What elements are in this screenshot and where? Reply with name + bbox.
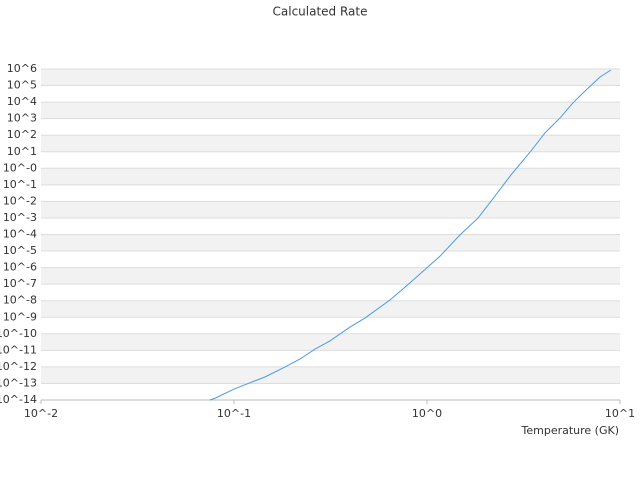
grid-band xyxy=(41,168,620,185)
y-tick-label: 10^3 xyxy=(7,112,37,125)
y-tick-label: 10^-8 xyxy=(3,294,37,307)
x-axis-label: Temperature (GK) xyxy=(521,424,620,437)
y-tick-label: 10^-3 xyxy=(3,211,37,224)
grid-band xyxy=(41,366,620,384)
x-tick-label: 10^-2 xyxy=(24,407,58,420)
grid-band xyxy=(41,267,620,285)
y-tick-label: 10^-11 xyxy=(0,343,37,356)
y-tick-label: 10^-5 xyxy=(3,244,37,257)
y-tick-label: 10^-7 xyxy=(3,277,37,290)
grid-band xyxy=(41,300,620,318)
y-tick-label: 10^-10 xyxy=(0,327,37,340)
y-tick-label: 10^4 xyxy=(7,95,37,108)
y-tick-label: 10^-13 xyxy=(0,376,37,389)
grid-band xyxy=(41,102,620,119)
y-tick-label: 10^5 xyxy=(7,79,37,92)
x-tick-label: 10^-1 xyxy=(217,407,251,420)
x-tick-label: 10^0 xyxy=(412,407,442,420)
x-tick-label: 10^1 xyxy=(605,407,635,420)
y-tick-label: 10^-0 xyxy=(3,161,37,174)
y-tick-label: 10^6 xyxy=(7,62,37,75)
plot-background xyxy=(41,69,620,384)
y-tick-label: 10^-14 xyxy=(0,393,37,406)
y-tick-label: 10^1 xyxy=(7,145,37,158)
y-tick-label: 10^-2 xyxy=(3,194,37,207)
chart-title: Calculated Rate xyxy=(273,5,368,19)
y-tick-label: 10^-6 xyxy=(3,261,37,274)
grid-band xyxy=(41,135,620,152)
y-tick-label: 10^-9 xyxy=(3,310,37,323)
y-tick-label: 10^-12 xyxy=(0,360,37,373)
y-tick-label: 10^-1 xyxy=(3,178,37,191)
grid-band xyxy=(41,333,620,351)
y-tick-label: 10^-4 xyxy=(3,228,37,241)
grid-band xyxy=(41,234,620,252)
y-tick-label: 10^2 xyxy=(7,128,37,141)
grid-band xyxy=(41,201,620,218)
data-line xyxy=(209,69,612,401)
grid-band xyxy=(41,69,620,86)
